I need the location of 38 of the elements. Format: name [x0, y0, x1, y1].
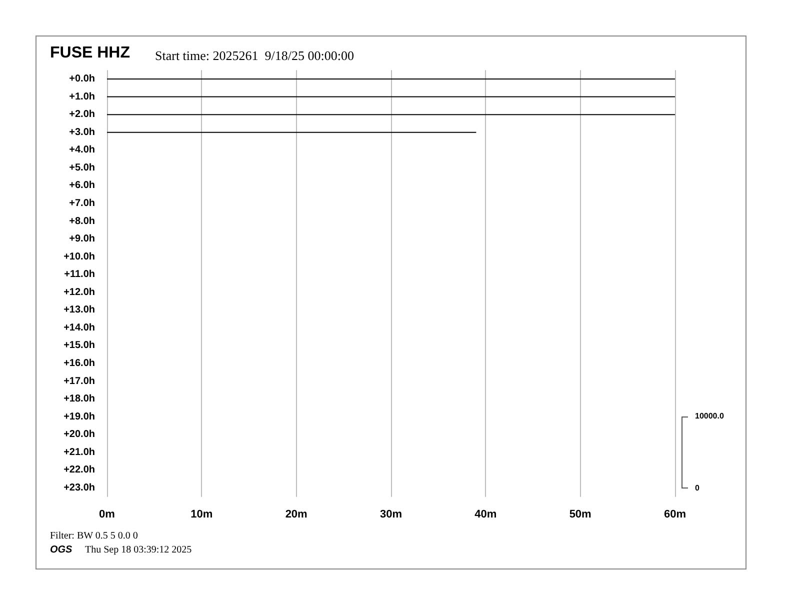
x-tick-label: 30m [380, 508, 402, 520]
y-tick-label: +19.0h [64, 411, 95, 422]
x-tick-label: 50m [569, 508, 592, 520]
x-tick-label: 20m [285, 508, 308, 520]
text: OGS [50, 544, 73, 556]
y-tick-label: +3.0h [69, 126, 95, 138]
text: Thu Sep 18 03:39:12 2025 [85, 544, 192, 556]
y-tick-label: +21.0h [64, 446, 95, 458]
y-tick-label: +17.0h [64, 376, 95, 387]
y-tick-label: +15.0h [64, 340, 95, 352]
y-tick-label: +22.0h [64, 464, 95, 476]
x-tick-label: 10m [190, 508, 213, 520]
y-tick-label: +11.0h [64, 269, 95, 280]
x-tick-label: 0m [99, 508, 116, 520]
y-tick-label: +0.0h [69, 74, 95, 84]
y-tick-label: +23.0h [64, 482, 95, 494]
y-tick-label: +8.0h [69, 216, 95, 227]
text: Filter: BW 0.5 5 0.0 0 [50, 530, 138, 542]
y-tick-label: +2.0h [69, 109, 95, 120]
y-tick-label: +13.0h [64, 304, 95, 316]
y-tick-label: +5.0h [69, 162, 95, 174]
text: 10000.0 [695, 412, 724, 420]
y-tick-label: +7.0h [69, 198, 95, 209]
y-tick-label: +12.0h [64, 286, 95, 298]
y-tick-label: +9.0h [69, 234, 95, 245]
y-tick-label: +1.0h [69, 91, 95, 102]
x-tick-label: 40m [474, 508, 497, 520]
text: 0 [695, 484, 700, 492]
chart-subtitle: Start time: 2025261 9/18/25 00:00:00 [155, 48, 354, 63]
y-tick-label: +18.0h [64, 394, 95, 405]
y-tick-label: +20.0h [64, 429, 95, 440]
chart-title: FUSE HHZ [50, 44, 130, 62]
x-tick-label: 60m [664, 508, 686, 520]
y-tick-label: +16.0h [64, 358, 95, 370]
y-tick-label: +6.0h [69, 180, 95, 192]
y-tick-label: +10.0h [64, 251, 95, 262]
y-tick-label: +14.0h [64, 322, 95, 334]
y-tick-label: +4.0h [69, 144, 95, 156]
